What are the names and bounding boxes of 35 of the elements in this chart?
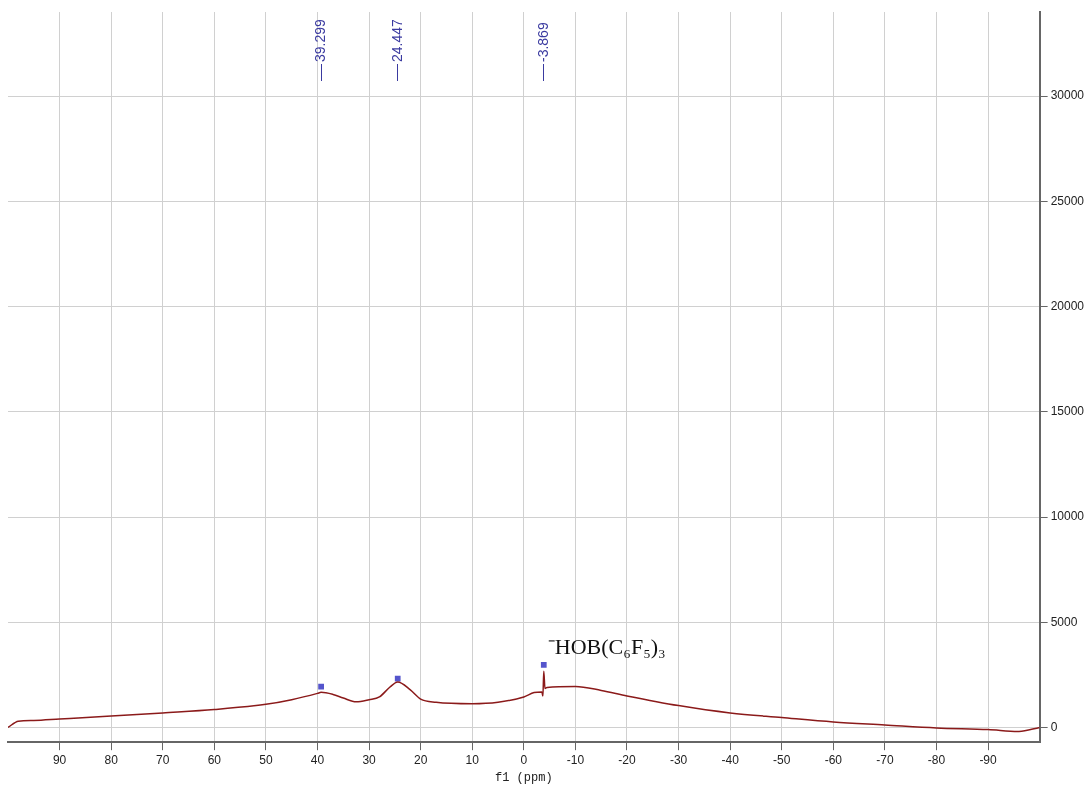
x-tick-label: -50 (773, 752, 791, 767)
x-tick-label: 30 (362, 752, 377, 767)
point (318, 683, 324, 690)
point (540, 661, 547, 668)
y-tick-label: 5000 (1050, 614, 1078, 629)
annotation: -3.869 (534, 22, 551, 62)
x-tick-label: -70 (876, 752, 894, 767)
y-tick-label: 10000 (1050, 509, 1085, 524)
x-tick-label: -30 (669, 752, 688, 767)
x-tick-label: 40 (310, 752, 325, 767)
x-tick-label: 0 (520, 752, 528, 767)
x-tick-label: -20 (618, 752, 636, 767)
x-tick-label: -60 (824, 752, 843, 767)
x-axis-title: f1 (ppm) (495, 770, 553, 785)
x-tick-label: 10 (465, 752, 480, 767)
x-tick-label: 70 (156, 752, 170, 767)
x-tick-label: 50 (259, 752, 273, 767)
x-tick-label: -40 (721, 752, 740, 767)
annotation: ⁻HOB(C₆F₅)₃ (547, 634, 666, 660)
x-tick-label: 20 (413, 752, 428, 767)
y-tick-label: 15000 (1050, 404, 1085, 419)
point (394, 675, 401, 682)
x-tick-label: 90 (52, 752, 67, 767)
x-tick-label: 60 (207, 752, 222, 767)
x-tick-label: -80 (927, 752, 946, 767)
x-tick-label: -10 (566, 752, 585, 767)
y-tick-label: 20000 (1050, 298, 1085, 313)
y-tick-label: 0 (1050, 719, 1058, 734)
x-tick-label: -90 (979, 752, 998, 767)
x-tick-label: 80 (104, 752, 119, 767)
y-tick-label: 30000 (1050, 88, 1085, 103)
annotation: 39.299 (311, 18, 328, 62)
annotation: 24.447 (388, 18, 405, 62)
y-tick-label: 25000 (1050, 193, 1085, 208)
line-series (8, 670, 1040, 733)
